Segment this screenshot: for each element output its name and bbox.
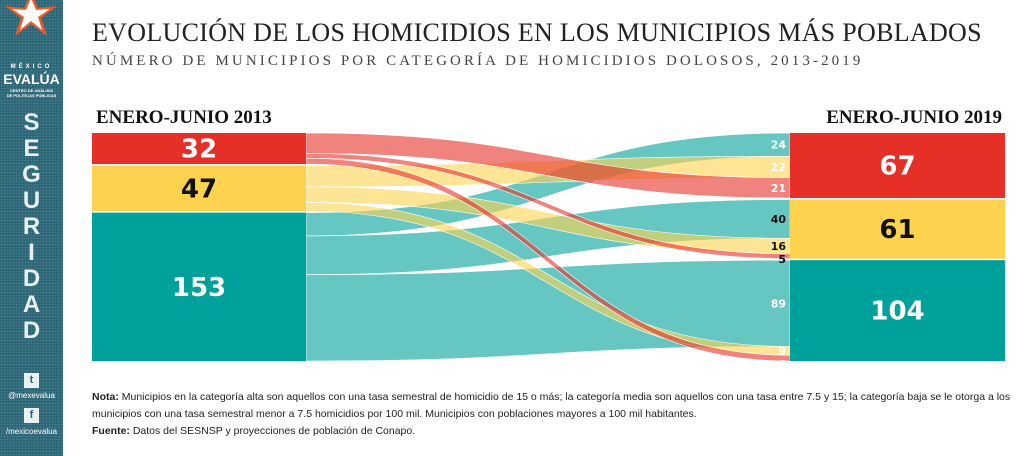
right-node-media (790, 199, 1005, 259)
flow-value-label: 21 (771, 182, 786, 195)
star-logo-icon (5, 0, 57, 36)
section-letter: E (23, 135, 40, 162)
left-column-label: ENERO-JUNIO 2013 (96, 107, 272, 128)
right-node-baja (790, 260, 1005, 362)
flow-value-label: 89 (771, 297, 786, 310)
left-node-value: 47 (181, 174, 217, 204)
brand-name: EVALÚA (3, 71, 60, 87)
facebook-handle[interactable]: /mexicoevalua (5, 427, 58, 436)
section-letter: S (23, 109, 40, 136)
fuente-text: Datos del SESNSP y proyecciones de pobla… (129, 425, 416, 437)
fuente: Fuente: Datos del SESNSP y proyecciones … (92, 423, 1012, 440)
flow-value-label: 5 (778, 253, 786, 266)
nota-label: Nota: (92, 391, 119, 403)
twitter-handle[interactable]: @mexevalua (8, 391, 55, 400)
section-letter: A (22, 291, 41, 318)
section-letter: D (22, 265, 41, 292)
flows (305, 132, 791, 362)
facebook-icon[interactable]: f (24, 408, 39, 423)
flow-value-label: 6 (778, 358, 786, 371)
flow-value-label: 16 (771, 240, 787, 253)
twitter-icon[interactable]: t (24, 373, 39, 388)
left-node-alta (92, 133, 306, 165)
left-node-value: 153 (172, 273, 226, 303)
section-letter: D (22, 317, 41, 344)
footnote: Nota: Municipios en la categoría alta so… (92, 389, 1012, 440)
flow-value-label: 22 (771, 161, 786, 174)
fuente-label: Fuente: (92, 425, 130, 437)
right-node-value: 61 (879, 215, 915, 245)
section-letter: I (28, 239, 35, 266)
right-node-alta (790, 133, 1005, 198)
left-node-value: 32 (181, 135, 217, 165)
flow-alta-to-alta (305, 132, 791, 199)
brand-top: MÉXICO (10, 64, 53, 70)
flow-value-label: 40 (771, 213, 787, 226)
section-letter: R (22, 213, 41, 240)
right-node-value: 104 (870, 297, 924, 327)
flow-value-label: 9 (778, 345, 786, 358)
nota-text: Municipios en la categoría alta son aque… (92, 391, 1011, 420)
page-subtitle: NÚMERO DE MUNICIPIOS POR CATEGORÍA DE HO… (92, 53, 864, 69)
left-node-media (92, 165, 306, 212)
flow-value-label: 24 (771, 139, 787, 152)
section-letter: U (22, 187, 41, 214)
left-node-baja (92, 212, 306, 362)
nota: Nota: Municipios en la categoría alta so… (92, 389, 1012, 423)
right-node-value: 67 (879, 151, 915, 181)
brand-sub-line: DE POLÍTICAS PÚBLICAS (6, 93, 57, 98)
page-title: EVOLUCIÓN DE LOS HOMICIDIOS EN LOS MUNIC… (92, 18, 982, 47)
brand-subtitle: CENTRO DE ANÁLISIS DE POLÍTICAS PÚBLICAS (0, 88, 63, 98)
right-column-label: ENERO-JUNIO 2019 (826, 107, 1002, 128)
sidebar: MÉXICO EVALÚA CENTRO DE ANÁLISIS DE POLÍ… (0, 0, 63, 456)
brand-sub-line: CENTRO DE ANÁLISIS (9, 88, 54, 93)
section-letter: G (22, 161, 41, 188)
